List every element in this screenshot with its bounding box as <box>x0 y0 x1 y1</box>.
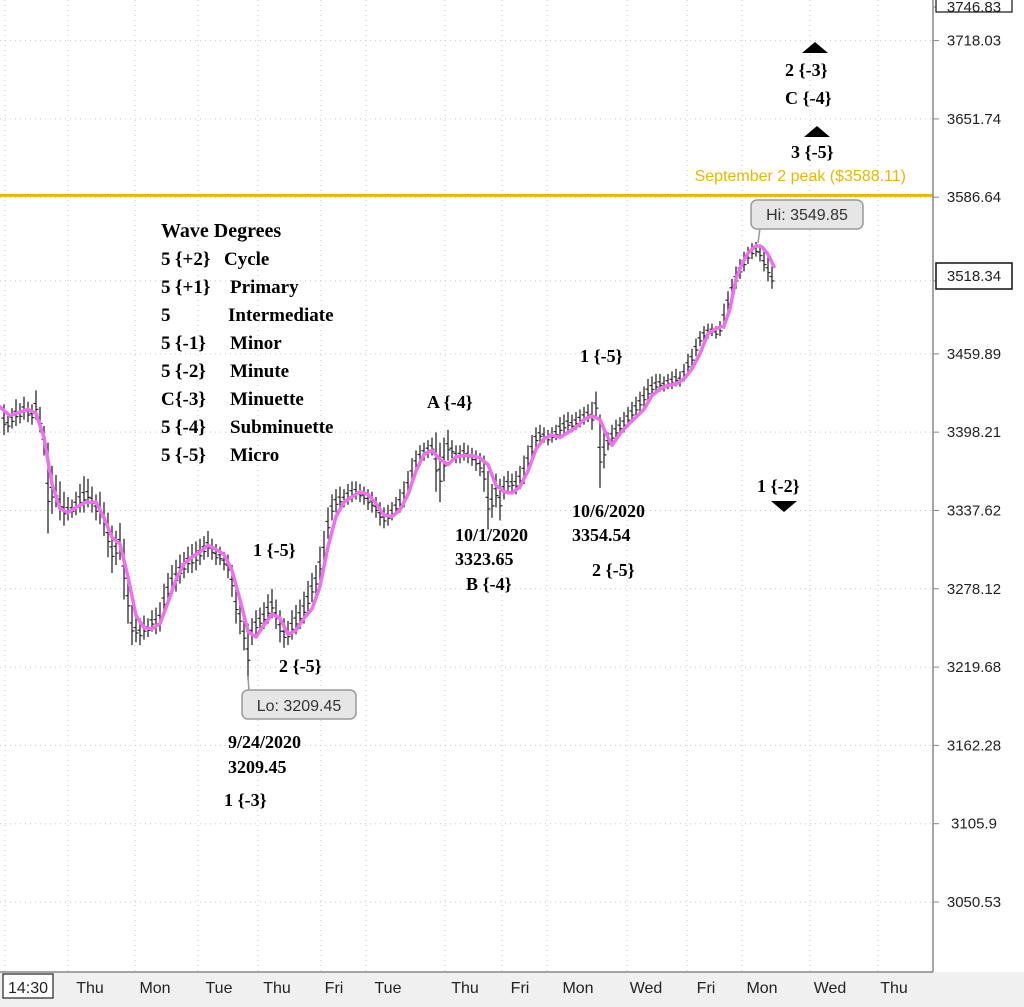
legend-row-count: C <box>161 389 175 410</box>
down-triangle-icon <box>771 501 797 512</box>
x-tick-label: Mon <box>562 980 593 997</box>
y-tick-label: 3651.74 <box>947 111 1001 128</box>
price-axis: 3746.83 3718.03 3651.74 3586.64 3518.34 3459.… <box>932 0 1024 1007</box>
wave-b-label: B {-4} <box>466 574 512 594</box>
legend-row-count: 5 <box>161 305 171 326</box>
value-9-24-label: 3209.45 <box>228 757 287 777</box>
legend-row-degree: {-5} <box>175 445 206 466</box>
wave-annotations: A {-4} 1 {-5} 2 {-5} 9/24/2020 3209.45 1… <box>224 42 834 810</box>
legend-row-name: Intermediate <box>228 305 334 326</box>
price-bars <box>1 241 775 681</box>
moving-average-line <box>0 243 776 639</box>
y-tick-label: 3278.12 <box>947 581 1001 598</box>
y-tick-label: 3718.03 <box>947 33 1001 50</box>
wave-c-minus4-label: C {-4} <box>785 88 832 108</box>
date-10-6-label: 10/6/2020 <box>572 501 645 521</box>
wave-2-minus3-label: 2 {-3} <box>785 60 828 80</box>
y-tick-label: 3746.83 <box>947 0 1001 16</box>
legend-row-name: Micro <box>230 445 279 466</box>
x-tick-label: Thu <box>880 980 908 997</box>
x-tick-label: Fri <box>511 980 530 997</box>
x-tick-label: 14:30 <box>8 980 48 997</box>
time-axis: 14:30 Thu Mon Tue Thu Fri Tue Thu Fri Mon Wed Fri Mo… <box>0 971 1024 1007</box>
lo-callout-text: Lo: 3209.45 <box>257 698 342 715</box>
legend-row-count: 5 <box>161 277 171 298</box>
legend-row-name: Minuette <box>230 389 304 410</box>
legend-row-degree: {-3} <box>175 389 206 410</box>
hi-callout-text: Hi: 3549.85 <box>766 207 848 224</box>
y-tick-label: 3337.62 <box>947 502 1001 519</box>
legend-row-degree: {+2} <box>175 249 210 270</box>
wave-2-minus5-right-label: 2 {-5} <box>592 560 635 580</box>
legend-row-count: 5 <box>161 417 171 438</box>
legend-row-count: 5 <box>161 361 171 382</box>
wave-1-minus5-left-label: 1 {-5} <box>253 540 296 560</box>
wave-1-minus2-label: 1 {-2} <box>757 476 800 496</box>
x-tick-label: Thu <box>263 980 291 997</box>
up-triangle-icon <box>804 126 830 137</box>
legend-row-degree: {-4} <box>175 417 206 438</box>
wave-3-minus5-label: 3 {-5} <box>791 142 834 162</box>
current-price-text: 3518.34 <box>947 268 1001 285</box>
wave-1-minus5-right-label: 1 {-5} <box>580 346 623 366</box>
legend-row-degree: {+1} <box>175 277 210 298</box>
legend-title: Wave Degrees <box>161 220 281 242</box>
september-peak-label: September 2 peak ($3588.11) <box>695 168 906 185</box>
x-tick-label: Mon <box>746 980 777 997</box>
hi-callout: Hi: 3549.85 <box>750 199 864 244</box>
legend-row-name: Minor <box>230 333 282 354</box>
legend-row-name: Primary <box>230 277 299 298</box>
legend-row-name: Cycle <box>224 249 269 270</box>
y-tick-label: 3050.53 <box>947 894 1001 911</box>
x-tick-label: Wed <box>630 980 663 997</box>
x-tick-label: Fri <box>325 980 344 997</box>
time-start-box <box>2 973 54 999</box>
up-triangle-icon <box>802 42 828 53</box>
wave-a-label: A {-4} <box>427 392 473 412</box>
lo-callout: Lo: 3209.45 <box>241 675 357 720</box>
current-price-marker: 3518.34 <box>935 262 1013 290</box>
legend-row-degree: {-2} <box>175 361 206 382</box>
x-tick-label: Mon <box>139 980 170 997</box>
x-tick-label: Tue <box>206 980 233 997</box>
chart-grid <box>0 0 933 972</box>
x-tick-label: Tue <box>375 980 402 997</box>
top-price-box <box>935 0 1013 13</box>
wave-1-minus3-label: 1 {-3} <box>224 790 267 810</box>
x-tick-label: Fri <box>697 980 716 997</box>
x-tick-label: Wed <box>814 980 847 997</box>
legend-row-count: 5 <box>161 249 171 270</box>
y-tick-label: 3105.9 <box>951 816 997 833</box>
legend-row-name: Subminuette <box>230 417 333 438</box>
x-tick-label: Thu <box>76 980 104 997</box>
y-tick-label: 3162.28 <box>947 737 1001 754</box>
wave-2-minus5-left-label: 2 {-5} <box>279 656 322 676</box>
x-tick-label: Thu <box>451 980 479 997</box>
y-tick-label: 3219.68 <box>947 659 1001 676</box>
value-10-1-label: 3323.65 <box>455 549 514 569</box>
value-10-6-label: 3354.54 <box>572 525 631 545</box>
legend-row-count: 5 <box>161 333 171 354</box>
y-tick-label: 3459.89 <box>947 346 1001 363</box>
legend-row-name: Minute <box>230 361 289 382</box>
legend-row-count: 5 <box>161 445 171 466</box>
y-tick-label: 3586.64 <box>947 189 1001 206</box>
y-tick-label: 3398.21 <box>947 424 1001 441</box>
date-9-24-label: 9/24/2020 <box>228 732 301 752</box>
legend-row-degree: {-1} <box>175 333 206 354</box>
date-10-1-label: 10/1/2020 <box>455 525 528 545</box>
